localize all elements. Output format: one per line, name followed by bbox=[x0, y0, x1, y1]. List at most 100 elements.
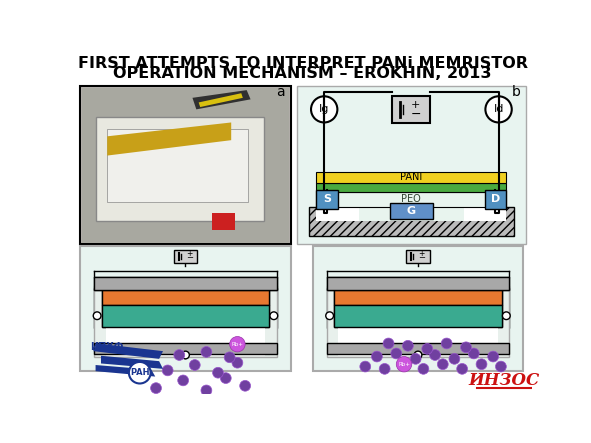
Bar bbox=[464, 194, 506, 221]
Circle shape bbox=[468, 348, 479, 359]
Text: D: D bbox=[491, 194, 500, 205]
Bar bbox=[499, 288, 509, 328]
Bar bbox=[316, 190, 338, 209]
Circle shape bbox=[397, 357, 412, 372]
Text: a: a bbox=[276, 85, 284, 99]
Bar bbox=[212, 214, 235, 230]
Bar bbox=[326, 277, 509, 290]
Polygon shape bbox=[101, 356, 163, 369]
Text: S: S bbox=[323, 194, 332, 205]
Circle shape bbox=[485, 96, 512, 122]
Text: FIRST ATTEMPTS TO INTERPRET PANi MEMRISTOR: FIRST ATTEMPTS TO INTERPRET PANi MEMRIST… bbox=[77, 56, 528, 71]
Circle shape bbox=[402, 340, 413, 351]
Bar bbox=[174, 249, 197, 264]
Bar bbox=[485, 190, 506, 209]
Text: Rb+: Rb+ bbox=[398, 362, 410, 367]
Bar bbox=[266, 288, 277, 328]
Bar bbox=[326, 277, 509, 290]
Circle shape bbox=[437, 359, 448, 369]
Circle shape bbox=[418, 363, 429, 374]
Text: Ig: Ig bbox=[319, 105, 329, 114]
Circle shape bbox=[270, 312, 278, 319]
Circle shape bbox=[93, 312, 101, 319]
Bar bbox=[94, 288, 105, 328]
Circle shape bbox=[383, 338, 394, 349]
Circle shape bbox=[232, 339, 243, 350]
Polygon shape bbox=[199, 93, 243, 107]
Bar bbox=[107, 128, 248, 202]
Bar bbox=[297, 86, 526, 244]
Circle shape bbox=[430, 350, 440, 361]
Circle shape bbox=[232, 358, 243, 368]
Bar bbox=[390, 202, 433, 219]
Circle shape bbox=[181, 351, 189, 359]
Text: Id: Id bbox=[493, 105, 504, 114]
Bar bbox=[82, 88, 290, 243]
Circle shape bbox=[174, 350, 185, 361]
Bar bbox=[335, 305, 502, 326]
Circle shape bbox=[422, 343, 433, 354]
Text: −: − bbox=[186, 253, 193, 263]
Bar bbox=[316, 194, 359, 221]
Bar bbox=[102, 290, 269, 305]
Circle shape bbox=[189, 360, 200, 370]
Circle shape bbox=[230, 337, 245, 352]
Bar bbox=[96, 117, 264, 221]
Circle shape bbox=[449, 354, 460, 364]
Bar bbox=[316, 172, 506, 183]
Circle shape bbox=[224, 352, 235, 363]
Circle shape bbox=[360, 361, 371, 372]
Bar bbox=[94, 277, 277, 290]
Circle shape bbox=[178, 375, 189, 386]
Circle shape bbox=[441, 338, 452, 349]
Text: ИНЗОС: ИНЗОС bbox=[469, 372, 540, 389]
Text: PANI: PANI bbox=[400, 172, 422, 182]
Bar bbox=[335, 290, 502, 305]
Text: РАН: РАН bbox=[130, 368, 150, 377]
Text: ИПХФ: ИПХФ bbox=[90, 342, 123, 352]
Bar bbox=[316, 183, 506, 192]
Bar bbox=[309, 207, 514, 237]
Bar bbox=[80, 246, 291, 371]
Text: −: − bbox=[418, 253, 426, 263]
Bar bbox=[94, 277, 277, 290]
Circle shape bbox=[460, 342, 472, 353]
Bar bbox=[102, 305, 269, 326]
Bar bbox=[335, 305, 502, 326]
Bar bbox=[106, 323, 265, 356]
Circle shape bbox=[476, 359, 487, 369]
Text: G: G bbox=[407, 206, 415, 216]
Polygon shape bbox=[93, 343, 163, 359]
Text: +: + bbox=[418, 249, 425, 258]
Bar bbox=[338, 323, 498, 356]
Circle shape bbox=[502, 312, 510, 319]
Bar bbox=[94, 343, 277, 354]
Text: −: − bbox=[410, 108, 421, 120]
Circle shape bbox=[129, 362, 151, 384]
Circle shape bbox=[151, 383, 161, 393]
Bar bbox=[392, 96, 430, 123]
Circle shape bbox=[162, 365, 173, 376]
Bar bbox=[335, 290, 502, 305]
Text: +: + bbox=[186, 249, 193, 258]
Bar bbox=[94, 287, 277, 358]
Polygon shape bbox=[96, 365, 155, 377]
Circle shape bbox=[410, 354, 421, 364]
Circle shape bbox=[495, 361, 506, 372]
Text: Rb+: Rb+ bbox=[232, 342, 243, 347]
Polygon shape bbox=[193, 90, 251, 109]
Bar bbox=[313, 246, 524, 371]
Bar bbox=[407, 249, 430, 264]
Circle shape bbox=[372, 351, 382, 362]
Circle shape bbox=[398, 359, 410, 369]
Circle shape bbox=[488, 351, 499, 362]
Circle shape bbox=[220, 373, 231, 384]
Circle shape bbox=[240, 381, 251, 391]
Text: PEO: PEO bbox=[401, 194, 421, 205]
Bar bbox=[316, 194, 506, 221]
Circle shape bbox=[311, 96, 337, 122]
Circle shape bbox=[457, 363, 467, 374]
Text: +: + bbox=[411, 100, 420, 110]
Text: OPERATION MECHANISM – EROKHIN, 2013: OPERATION MECHANISM – EROKHIN, 2013 bbox=[113, 66, 492, 82]
Circle shape bbox=[414, 351, 422, 359]
